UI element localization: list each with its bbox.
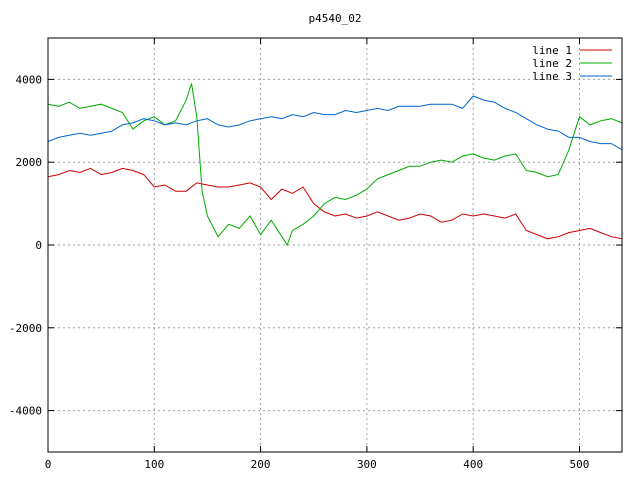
x-tick-label: 200	[251, 458, 271, 471]
series-line-line-2	[47, 83, 623, 247]
x-tick-label: 300	[357, 458, 377, 471]
series-lines	[47, 83, 623, 247]
y-tick-label: 2000	[16, 156, 43, 169]
legend-label: line 2	[532, 57, 572, 70]
x-tick-label: 400	[463, 458, 483, 471]
grid	[48, 38, 622, 452]
x-tick-label: 500	[570, 458, 590, 471]
y-tick-label: -2000	[9, 322, 42, 335]
y-tick-label: -4000	[9, 405, 42, 418]
y-tick-label: 0	[35, 239, 42, 252]
legend-label: line 1	[532, 44, 572, 57]
legend-label: line 3	[532, 70, 572, 83]
x-tick-label: 0	[45, 458, 52, 471]
axis-ticks: 0 100 200 300 400 500 -4000 -2000 0 2000 4000	[9, 38, 622, 471]
x-tick-label: 100	[144, 458, 164, 471]
series-line-line-1	[47, 167, 623, 240]
y-tick-label: 4000	[16, 73, 43, 86]
series-line-line-3	[47, 95, 623, 151]
chart-title: p4540_02	[309, 12, 362, 25]
